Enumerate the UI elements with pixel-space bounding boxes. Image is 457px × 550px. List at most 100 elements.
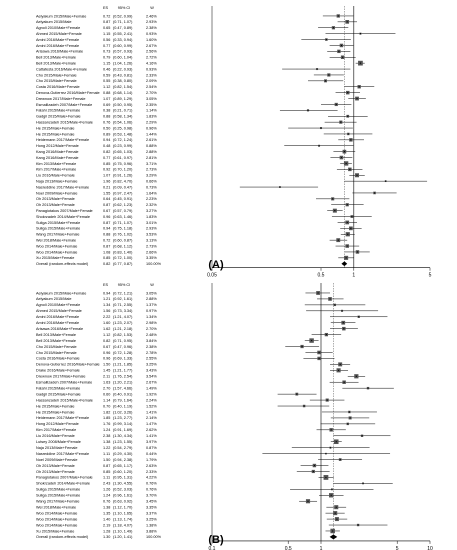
weight-value: 1.52% [146,404,157,408]
study-label: Denova-Gutierrez 2016/Male+Female [36,91,100,95]
weight-value: 2.55% [146,357,157,361]
weight-value: 1.41% [146,410,157,414]
effect-size-value: 0.46 [103,67,110,71]
weight-value: 2.93% [146,227,157,231]
confidence-interval-text: (0.68, 1.14) [113,91,133,95]
weight-value: 3.97% [146,440,157,444]
study-label: Liu 2016/Male+Female [36,434,75,438]
effect-size-value: 1.40 [103,517,110,521]
weight-value: 2.33% [146,470,157,474]
x-tick-label: 0.5 [318,273,325,279]
point-estimate-dot [342,322,344,324]
effect-size-value: 1.96 [103,179,110,183]
effect-size-value: 1.35 [103,511,110,515]
point-estimate-dot [343,151,346,153]
weight-value: 2.24% [146,398,157,402]
effect-size-value: 0.94 [103,291,110,295]
effect-size-value: 0.69 [103,103,110,107]
study-label: Xu 2015/Male+Female [36,529,74,533]
point-estimate-dot [311,339,313,342]
point-estimate-dot [332,198,334,200]
effect-size-value: 1.07 [103,174,110,178]
weight-value: 3.84% [146,339,157,343]
weight-value: 2.46% [146,14,157,18]
confidence-interval-text: (1.30, 4.55) [113,482,133,486]
confidence-interval-text: (1.10, 1.49) [113,529,133,533]
x-tick-label: 10 [427,546,433,550]
study-label: Aelyakum 2015/Male+Female [36,14,86,18]
overall-diamond [329,534,338,540]
x-tick-label: 1 [320,546,323,550]
weight-value: 2.88% [146,297,157,301]
weight-value: 0.93% [146,32,157,36]
study-label: Bell 2013/Male+Female [36,61,76,65]
effect-size-value: 0.38 [103,109,110,113]
confidence-interval-text: (0.60, 1.20) [113,470,133,474]
effect-size-value: 1.08 [103,250,110,254]
point-estimate-dot [358,86,360,88]
weight-value: 0.87% [146,446,157,450]
point-estimate-dot [296,393,298,395]
weight-value: 1.47% [146,422,157,426]
study-label: Drake 2016/Male+Female [36,369,80,373]
effect-size-value: 1.22 [103,446,110,450]
confidence-interval-text: (0.45, 0.91) [113,197,133,201]
weight-value: 2.72% [146,56,157,60]
point-estimate-dot [318,145,320,147]
x-tick-label: 5 [429,273,432,279]
point-estimate-dot [301,345,303,348]
study-label: Oh 2013/Male+Female [36,470,75,474]
confidence-interval-text: (0.60, 0.99) [113,44,133,48]
point-estimate-dot [320,127,322,129]
study-label: Amini 2016/Male+Female [36,321,79,325]
weight-value: 1.37% [146,303,157,307]
study-label: Hong 2012/Male+Female [36,422,79,426]
study-label: Kim 2013/Male+Female [36,162,76,166]
point-estimate-dot [325,38,327,41]
weight-value: 3.37% [146,511,157,515]
effect-size-value: 0.72 [103,238,110,242]
confidence-interval-text: (0.40, 0.91) [113,392,133,396]
effect-size-value: 0.87 [103,20,110,24]
point-estimate-dot [307,500,309,502]
confidence-interval-text: (0.63, 0.92) [113,500,133,504]
effect-size-value: 0.94 [103,138,110,142]
point-estimate-dot [356,174,358,176]
study-label: Shokrzadeh 2014/Male+Female [36,482,90,486]
column-header-weight: W [150,283,154,287]
confidence-interval-text: (0.61, 0.97) [113,156,133,160]
point-estimate-dot [340,156,343,159]
effect-size-value: 0.77 [103,44,110,48]
study-label: Woo 2014/Male+Female [36,244,77,248]
confidence-interval-text: (0.95, 1.31) [113,476,133,480]
effect-size-value: 2.70 [103,386,110,390]
weight-value: 3.25% [146,517,157,521]
study-label: Drewnow 2017/Male+Female [36,97,86,101]
confidence-interval-text: (0.91, 1.69) [113,428,133,432]
study-label: Heidemann 2017/Male+Female [36,416,89,420]
study-label: Kim 2017/Male+Female [36,168,76,172]
weight-value: 0.76% [146,482,157,486]
effect-size-value: 1.15 [103,61,110,65]
weight-value: 3.05% [146,97,157,101]
point-estimate-dot [332,530,334,532]
study-label: Fatahi 2015/Male+Female [36,109,80,113]
point-estimate-dot [326,399,328,401]
study-label: Kang 2016/Male+Female [36,150,79,154]
study-label: Costa 2016/Male+Female [36,85,80,89]
effect-size-value: 1.07 [103,97,110,101]
weight-value: 1.41% [146,434,157,438]
effect-size-value: 0.67 [103,209,110,213]
confidence-interval-text: (0.71, 0.95) [113,339,133,343]
point-estimate-dot [331,488,333,490]
study-label: Bell 2013/Male+Female [36,333,76,337]
weight-value: 2.61% [146,138,157,142]
weight-value: 4.22% [146,476,157,480]
study-label: Fatahi 2015/Male+Female [36,386,80,390]
study-label: Woo 2014/Male+Female [36,250,77,254]
point-estimate-dot [313,464,316,467]
study-label: Bell 2013/Male+Female [36,339,76,343]
effect-size-value: 1.55 [103,191,110,195]
study-label: Wang 2017/Male+Female [36,233,79,237]
weight-value: 2.62% [146,428,157,432]
